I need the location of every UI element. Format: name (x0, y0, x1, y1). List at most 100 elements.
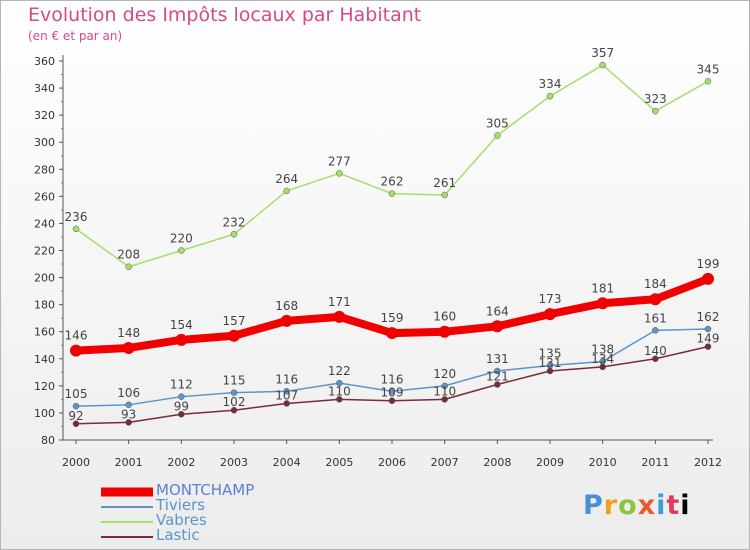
x-tick-label: 2009 (536, 456, 564, 469)
data-label-lastic: 110 (328, 384, 351, 398)
data-point-montchamp (438, 325, 451, 338)
data-point-montchamp (280, 314, 293, 327)
x-tick-label: 2008 (483, 456, 511, 469)
data-label-vabres: 323 (644, 92, 667, 106)
data-point-montchamp (702, 272, 714, 285)
data-label-vabres: 208 (117, 248, 140, 262)
data-label-lastic: 110 (433, 384, 456, 398)
data-point-vabres (441, 191, 448, 199)
data-point-vabres (178, 247, 185, 254)
proxiti-logo: Proxiti (583, 490, 691, 521)
data-point-lastic (72, 420, 80, 428)
data-point-montchamp (228, 329, 240, 342)
data-label-montchamp: 148 (117, 326, 140, 340)
data-label-tiviers: 106 (117, 386, 140, 400)
chart-subtitle: (en € et par an) (28, 29, 123, 43)
data-point-montchamp (175, 333, 188, 346)
data-point-vabres (125, 263, 132, 270)
data-label-lastic: 134 (591, 352, 614, 366)
x-tick-label: 2006 (378, 456, 406, 469)
y-tick-label: 300 (34, 136, 55, 149)
data-point-vabres (494, 132, 501, 139)
y-tick-label: 240 (34, 217, 55, 230)
data-point-montchamp (491, 320, 504, 333)
data-point-lastic (704, 343, 712, 350)
data-label-tiviers: 138 (591, 342, 614, 356)
legend-label-vabres: Vabres (156, 511, 207, 529)
data-label-montchamp: 199 (697, 257, 720, 271)
data-point-montchamp (386, 327, 398, 340)
y-tick-label: 140 (34, 353, 55, 366)
x-tick-label: 2001 (115, 456, 143, 469)
x-tick-label: 2004 (273, 456, 301, 469)
data-label-lastic: 140 (644, 344, 667, 358)
y-tick-label: 100 (34, 407, 55, 420)
x-tick-label: 2012 (694, 456, 722, 469)
x-tick-label: 2011 (641, 456, 669, 469)
chart-title: Evolution des Impôts locaux par Habitant (28, 4, 422, 26)
data-label-vabres: 264 (275, 172, 298, 186)
data-point-vabres (388, 190, 396, 197)
legend-swatch-lastic (101, 536, 153, 538)
data-point-tiviers (230, 389, 238, 396)
data-label-tiviers: 116 (381, 372, 404, 386)
data-label-montchamp: 160 (433, 310, 456, 324)
data-point-lastic (494, 381, 501, 388)
data-point-tiviers (72, 402, 80, 410)
data-label-tiviers: 135 (539, 347, 562, 361)
data-point-vabres (652, 107, 659, 115)
data-label-lastic: 93 (121, 407, 136, 421)
data-label-montchamp: 184 (644, 277, 667, 291)
data-point-tiviers (704, 325, 712, 333)
data-point-tiviers (652, 327, 659, 334)
data-label-vabres: 236 (65, 210, 88, 224)
data-label-tiviers: 161 (644, 311, 667, 325)
legend-swatch-vabres (101, 521, 153, 523)
data-point-lastic (441, 396, 448, 403)
data-point-lastic (336, 396, 343, 403)
data-label-vabres: 345 (697, 62, 720, 76)
data-point-montchamp (70, 344, 82, 357)
data-label-vabres: 305 (486, 116, 509, 130)
data-label-tiviers: 162 (697, 310, 720, 324)
data-label-montchamp: 168 (275, 299, 298, 313)
data-label-vabres: 232 (223, 215, 246, 229)
data-label-lastic: 131 (539, 356, 562, 370)
data-point-lastic (388, 397, 396, 404)
data-point-lastic (125, 419, 132, 426)
data-point-vabres (599, 61, 606, 69)
legend-swatch-tiviers (101, 506, 153, 508)
data-point-montchamp (122, 341, 135, 354)
data-label-tiviers: 115 (223, 374, 246, 388)
data-label-vabres: 277 (328, 154, 351, 168)
data-label-montchamp: 159 (381, 311, 404, 325)
data-label-tiviers: 131 (486, 352, 509, 366)
data-label-montchamp: 164 (486, 304, 509, 318)
data-label-lastic: 149 (697, 332, 720, 346)
data-label-lastic: 102 (223, 395, 246, 409)
y-tick-label: 80 (41, 434, 55, 447)
y-tick-label: 120 (34, 380, 55, 393)
legend-label-montchamp: MONTCHAMP (156, 481, 255, 499)
y-tick-label: 280 (34, 163, 55, 176)
data-label-montchamp: 171 (328, 295, 351, 309)
data-label-montchamp: 154 (170, 318, 193, 332)
x-tick-label: 2007 (431, 456, 459, 469)
data-label-lastic: 99 (174, 399, 189, 413)
data-point-montchamp (544, 308, 556, 321)
x-tick-label: 2003 (220, 456, 248, 469)
data-point-lastic (652, 355, 659, 363)
x-tick-label: 2002 (167, 456, 195, 469)
data-label-montchamp: 173 (539, 292, 562, 306)
data-label-lastic: 92 (68, 409, 83, 423)
data-point-lastic (599, 363, 606, 371)
y-tick-label: 220 (34, 245, 55, 258)
x-tick-label: 2000 (62, 456, 90, 469)
y-tick-label: 200 (34, 272, 55, 285)
data-point-tiviers (178, 393, 185, 400)
data-label-vabres: 262 (381, 175, 404, 189)
data-label-tiviers: 105 (65, 387, 88, 401)
data-point-tiviers (441, 382, 448, 390)
